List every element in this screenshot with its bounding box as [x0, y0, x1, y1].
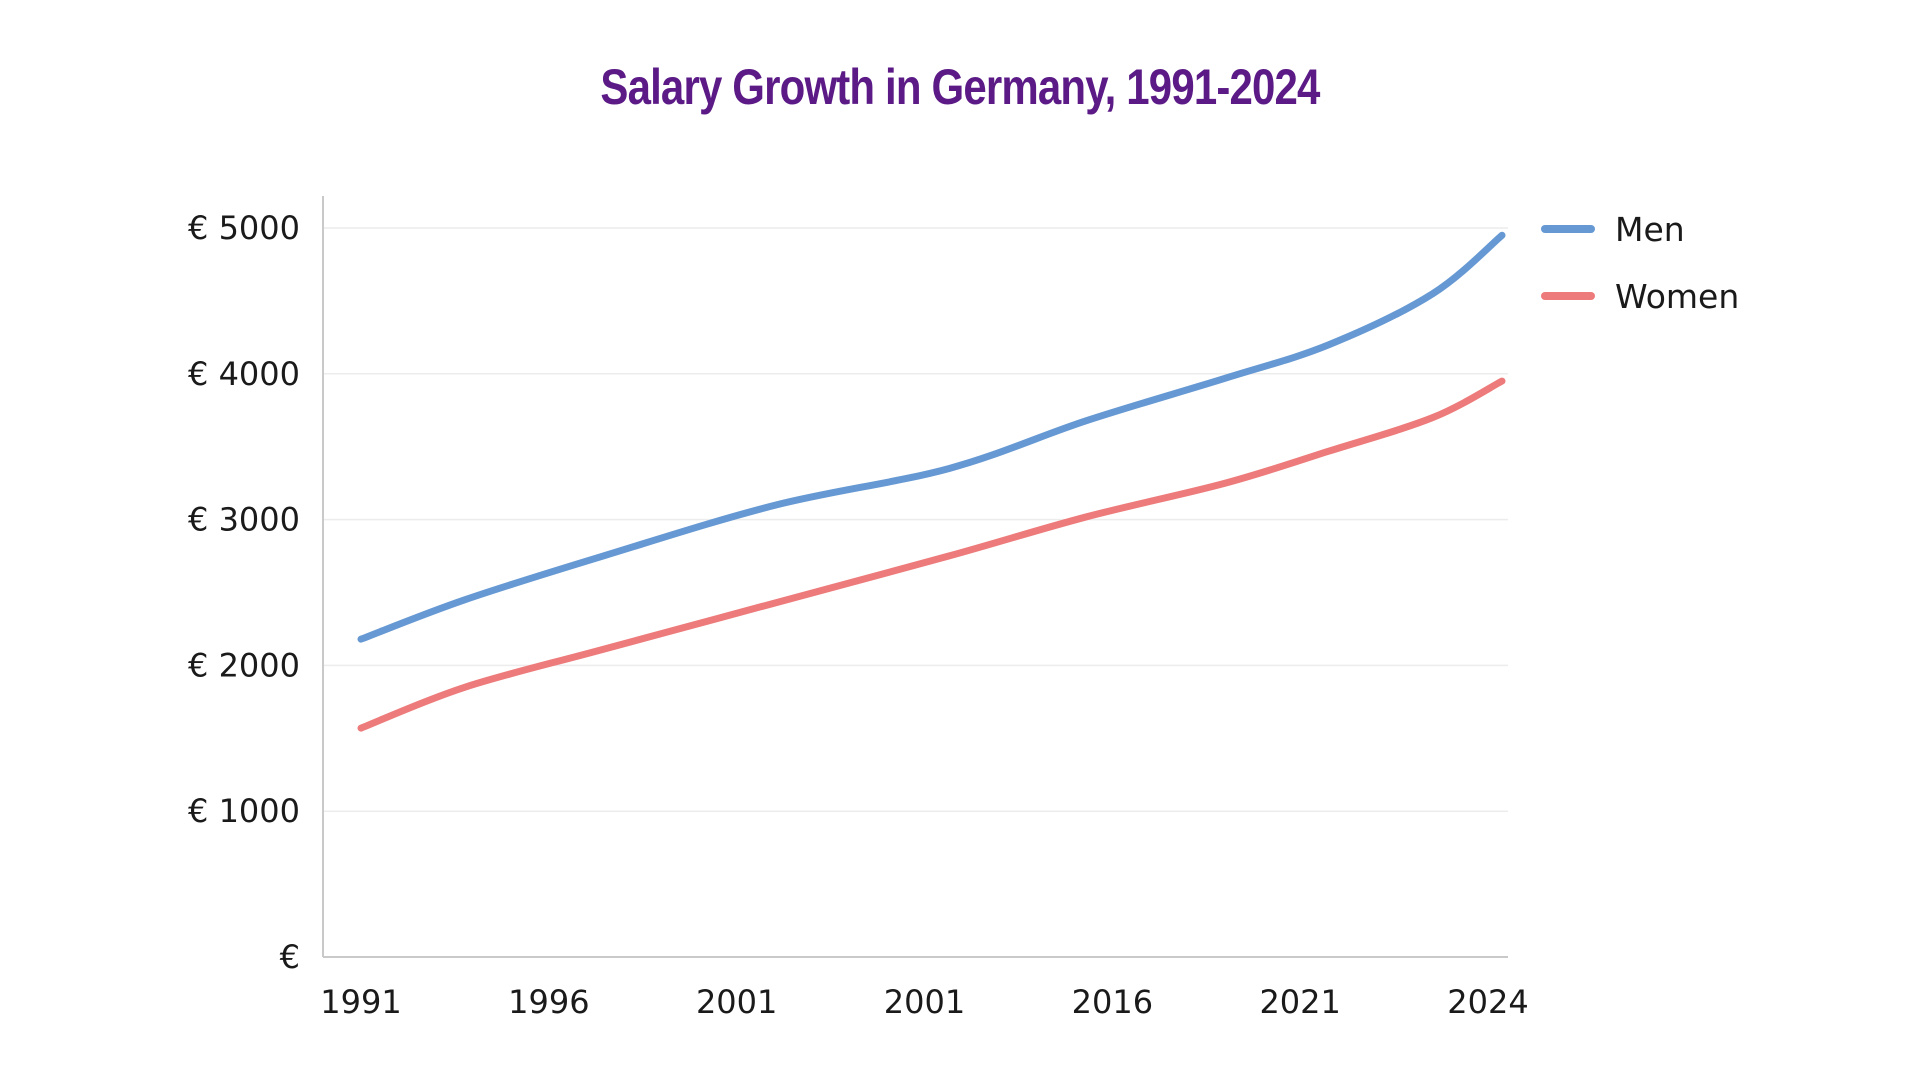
x-tick-label: 2001 [696, 983, 777, 1021]
axes [322, 196, 1508, 958]
x-tick-label: 1996 [508, 983, 589, 1021]
chart-title: Salary Growth in Germany, 1991-2024 [600, 59, 1320, 115]
x-tick-label: 1991 [320, 983, 401, 1021]
y-tick-label: € [280, 938, 300, 976]
y-tick-label: € 3000 [188, 501, 300, 539]
series-line-men [357, 231, 1506, 643]
y-tick-label: € 5000 [188, 209, 300, 247]
y-tick-label: € 4000 [188, 355, 300, 393]
legend-label: Men [1615, 210, 1685, 249]
grid-lines [323, 227, 1508, 812]
y-axis-tick-labels: € € 1000 € 2000 € 3000 € 4000 € 5000 [188, 209, 300, 976]
y-tick-label: € 2000 [188, 646, 300, 684]
y-tick-label: € 1000 [188, 792, 300, 830]
legend: Men Women [1541, 210, 1739, 316]
series-lines [357, 231, 1506, 732]
x-tick-label: 2016 [1072, 983, 1153, 1021]
series-line-women [357, 377, 1506, 732]
x-tick-label: 2021 [1259, 983, 1340, 1021]
x-axis-tick-labels: 1991 1996 2001 2001 2016 2021 2024 [320, 983, 1528, 1021]
x-tick-label: 2001 [884, 983, 965, 1021]
x-tick-label: 2024 [1447, 983, 1528, 1021]
legend-label: Women [1615, 277, 1739, 316]
